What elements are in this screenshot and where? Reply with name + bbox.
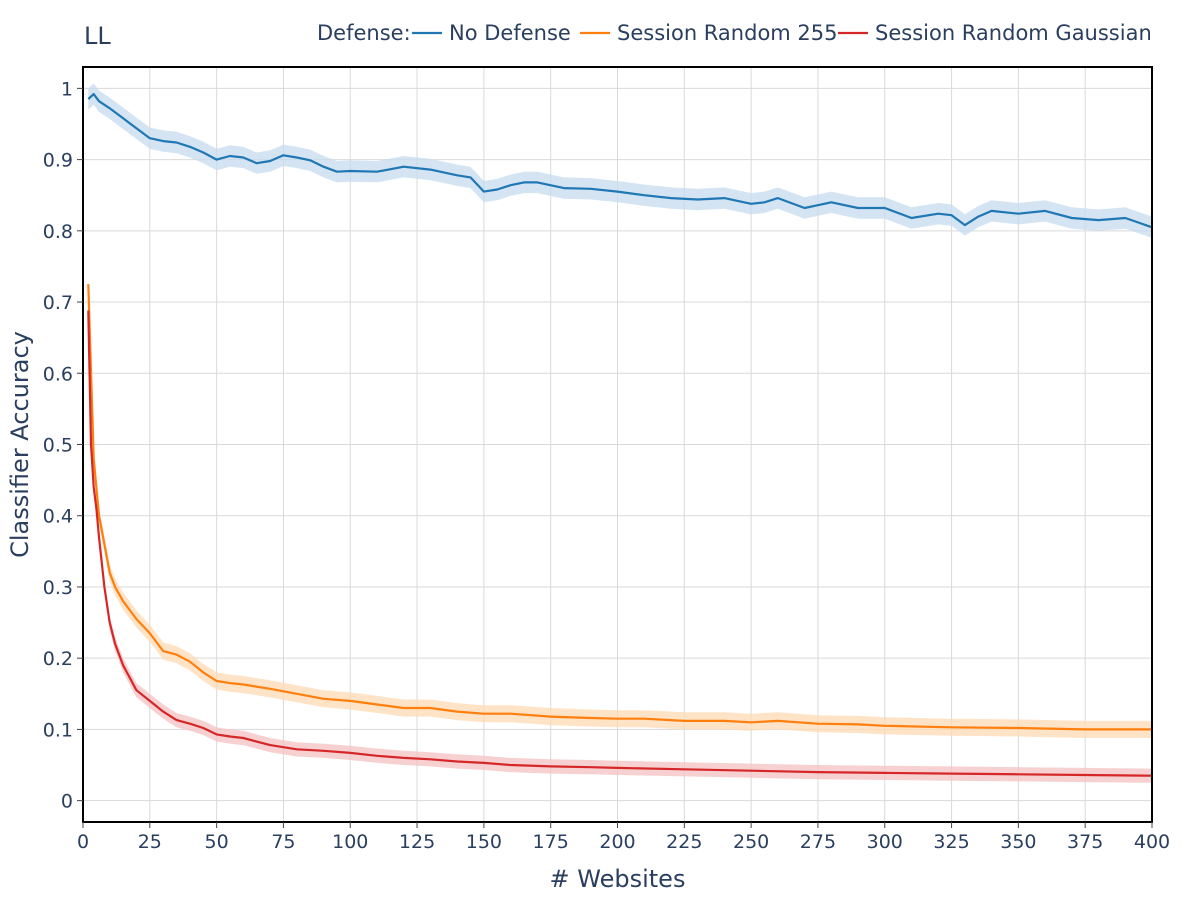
x-tick-label: 275 (800, 831, 836, 853)
y-tick-label: 1 (61, 78, 73, 100)
y-tick-label: 0.8 (43, 221, 73, 243)
x-tick-label: 25 (138, 831, 162, 853)
y-tick-label: 0.7 (43, 292, 73, 314)
y-tick-label: 0.9 (43, 150, 73, 172)
series-line (87, 284, 1152, 731)
legend-title: Defense: (317, 21, 411, 45)
x-axis-title: # Websites (550, 865, 686, 893)
x-tick-label: 350 (1000, 831, 1036, 853)
legend: Defense: No Defense Session Random 255 Ses… (317, 21, 1152, 45)
legend-label: Session Random Gaussian (875, 21, 1152, 45)
y-tick-label: 0.1 (43, 719, 73, 741)
confidence-band (88, 83, 1152, 238)
y-tick-label: 0.3 (43, 577, 73, 599)
y-tick-label: 0 (61, 791, 73, 813)
x-tick-label: 325 (933, 831, 969, 853)
x-tick-label: 300 (867, 831, 903, 853)
y-axis-title: Classifier Accuracy (6, 331, 34, 558)
x-tick-label: 250 (733, 831, 769, 853)
y-tick-label: 0.2 (43, 648, 73, 670)
x-tick-label: 50 (205, 831, 229, 853)
y-tick-label: 0.4 (43, 506, 73, 528)
x-tick-label: 0 (77, 831, 89, 853)
series-line (87, 92, 1153, 229)
x-tick-label: 75 (271, 831, 295, 853)
x-tick-label: 200 (599, 831, 635, 853)
legend-label: Session Random 255 (617, 21, 838, 45)
x-tick-label: 100 (332, 831, 368, 853)
x-tick-label: 150 (466, 831, 502, 853)
x-tick-label: 375 (1067, 831, 1103, 853)
series-lines (87, 92, 1153, 777)
x-axis-ticks: 0 25 50 75 100 125 150 175 200 225 250 275 300 325 350… (77, 822, 1170, 853)
legend-label: No Defense (449, 21, 571, 45)
x-tick-label: 400 (1134, 831, 1170, 853)
x-tick-label: 175 (533, 831, 569, 853)
y-tick-label: 0.6 (43, 363, 73, 385)
x-tick-label: 125 (399, 831, 435, 853)
y-tick-label: 0.5 (43, 435, 73, 457)
y-axis-ticks: 0 0.1 0.2 0.3 0.4 0.5 0.6 0.7 0.8 0.9 1 (43, 78, 83, 813)
x-tick-label: 225 (666, 831, 702, 853)
chart-title: LL (84, 22, 111, 50)
series-line (87, 310, 1153, 777)
confidence-bands (88, 83, 1152, 783)
